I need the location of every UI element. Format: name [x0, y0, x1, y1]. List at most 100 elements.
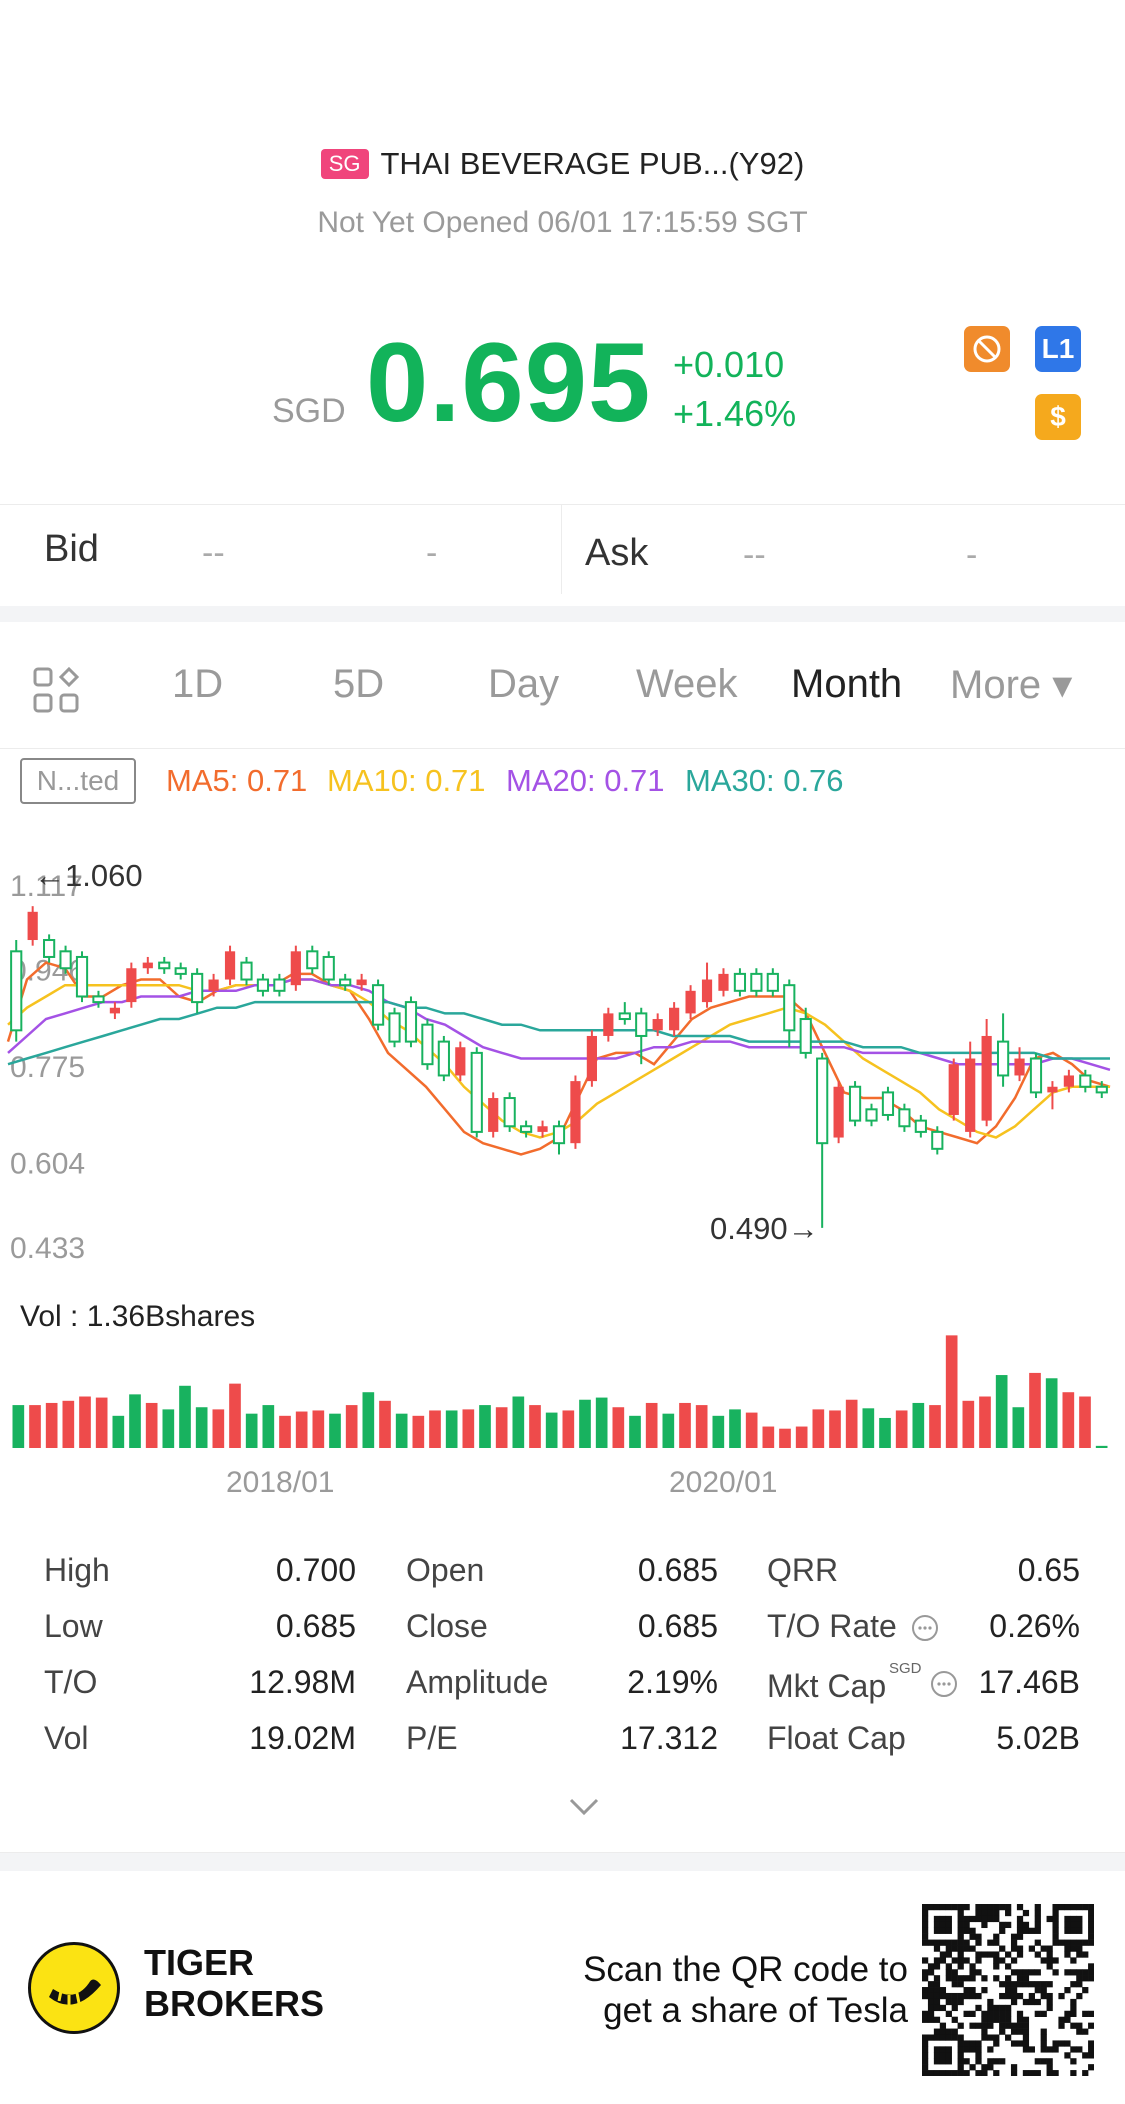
- dollar-icon[interactable]: $: [1035, 394, 1081, 440]
- qr-module: [999, 2010, 1006, 2017]
- candle: [256, 973, 270, 997]
- stat-turnover-label: T/O: [44, 1664, 98, 1700]
- qr-module: [1064, 2016, 1071, 2023]
- ask-price: --: [743, 536, 766, 574]
- level1-icon[interactable]: L1: [1035, 326, 1081, 372]
- stat-floatcap-value: 5.02B: [996, 1720, 1080, 1756]
- adjust-mode-button[interactable]: N...ted: [20, 758, 136, 804]
- qr-module: [922, 2040, 929, 2047]
- volume-bar: [629, 1415, 641, 1448]
- volume-bar: [195, 1407, 208, 1448]
- candle-body: [43, 939, 56, 958]
- qr-module: [987, 2034, 994, 2041]
- qr-module: [922, 1909, 929, 1917]
- qr-module: [945, 1927, 952, 1934]
- y-tick-label: 0.433: [10, 1232, 85, 1265]
- info-icon[interactable]: [930, 1670, 958, 1703]
- candle: [142, 956, 153, 974]
- tab-day[interactable]: Day: [488, 662, 560, 706]
- qr-module: [1022, 1981, 1030, 1988]
- candle-body: [981, 1035, 992, 1121]
- candle-body: [224, 951, 236, 980]
- qr-module: [981, 1904, 988, 1911]
- volume-bar: [95, 1397, 108, 1448]
- qr-module: [1052, 1921, 1059, 1929]
- candle-body: [208, 979, 219, 991]
- info-icon[interactable]: [911, 1614, 939, 1647]
- qr-module: [1005, 1975, 1012, 1982]
- candle: [816, 1052, 829, 1228]
- tab-month[interactable]: Month: [791, 662, 903, 706]
- qr-module: [1034, 1951, 1041, 1958]
- qr-module: [969, 1975, 976, 1982]
- qr-module: [922, 2058, 929, 2065]
- volume-bar: [295, 1411, 308, 1448]
- qr-module: [1070, 1915, 1077, 1923]
- qr-module: [922, 1915, 929, 1923]
- volume-bar: [795, 1426, 808, 1448]
- qr-module: [922, 2016, 929, 2023]
- qr-module: [939, 1921, 947, 1929]
- qr-module: [1022, 2022, 1030, 2029]
- qr-module: [999, 1981, 1006, 1988]
- qr-module: [1046, 1951, 1053, 1958]
- candle: [421, 1019, 434, 1070]
- no-trade-icon[interactable]: [964, 326, 1010, 372]
- qr-module: [981, 2034, 988, 2041]
- qr-module: [927, 1998, 935, 2006]
- qr-module: [993, 1933, 1000, 1940]
- chevron-down-icon[interactable]: [567, 1796, 601, 1823]
- stat-to-rate-label: T/O Rate: [767, 1608, 897, 1644]
- qr-module: [1016, 2016, 1024, 2023]
- qr-module: [1010, 2028, 1018, 2035]
- candle: [520, 1120, 533, 1138]
- tab-1d[interactable]: 1D: [172, 662, 224, 706]
- qr-module: [1016, 2040, 1024, 2047]
- qr-module: [1088, 1921, 1094, 1929]
- layout-grid-icon[interactable]: [32, 666, 80, 719]
- qr-module: [1005, 2010, 1012, 2017]
- qr-module: [1010, 1969, 1018, 1976]
- qr-module: [969, 2040, 976, 2047]
- qr-module: [933, 1963, 941, 1970]
- volume-bar: [1079, 1396, 1091, 1448]
- tab-week[interactable]: Week: [636, 662, 738, 706]
- qr-module: [945, 1904, 952, 1911]
- candle-body: [273, 978, 286, 992]
- qr-module: [1088, 1909, 1094, 1917]
- qr-module: [987, 1909, 994, 1917]
- volume-chart[interactable]: [0, 1320, 1125, 1450]
- qr-module: [939, 2070, 947, 2076]
- qr-module: [999, 1921, 1006, 1929]
- volume-bar: [395, 1413, 408, 1448]
- volume-bar: [812, 1409, 825, 1448]
- volume-bar: [729, 1409, 741, 1448]
- qr-module: [1082, 1939, 1089, 1946]
- candle-body: [256, 978, 270, 992]
- candle: [766, 968, 779, 997]
- qr-module: [1016, 2022, 1024, 2029]
- qr-module: [951, 1975, 958, 1982]
- stat-amplitude-label: Amplitude: [406, 1664, 549, 1700]
- qr-module: [927, 2034, 935, 2041]
- qr-module: [1052, 1904, 1059, 1911]
- candle: [75, 951, 89, 1003]
- qr-module: [1016, 1933, 1024, 1940]
- candle-body: [996, 1040, 1010, 1077]
- qr-module: [1046, 1915, 1053, 1923]
- qr-module: [933, 2058, 941, 2065]
- volume-bar: [429, 1410, 441, 1448]
- qr-module: [993, 1909, 1000, 1917]
- qr-module: [1005, 1909, 1012, 1917]
- candlestick-chart[interactable]: 1.117 0.946 0.775 0.604 0.433 ←1.060 0.490→: [0, 840, 1125, 1280]
- tab-more[interactable]: More ▾: [950, 663, 1073, 707]
- qr-module: [963, 1915, 970, 1923]
- qr-module: [963, 1939, 970, 1946]
- candle: [586, 1030, 597, 1087]
- qr-module: [927, 1963, 935, 1970]
- candle-body: [455, 1047, 466, 1076]
- qr-module: [1010, 1945, 1018, 1952]
- tab-5d[interactable]: 5D: [333, 662, 385, 706]
- qr-module: [987, 2022, 994, 2029]
- candle: [1047, 1081, 1058, 1110]
